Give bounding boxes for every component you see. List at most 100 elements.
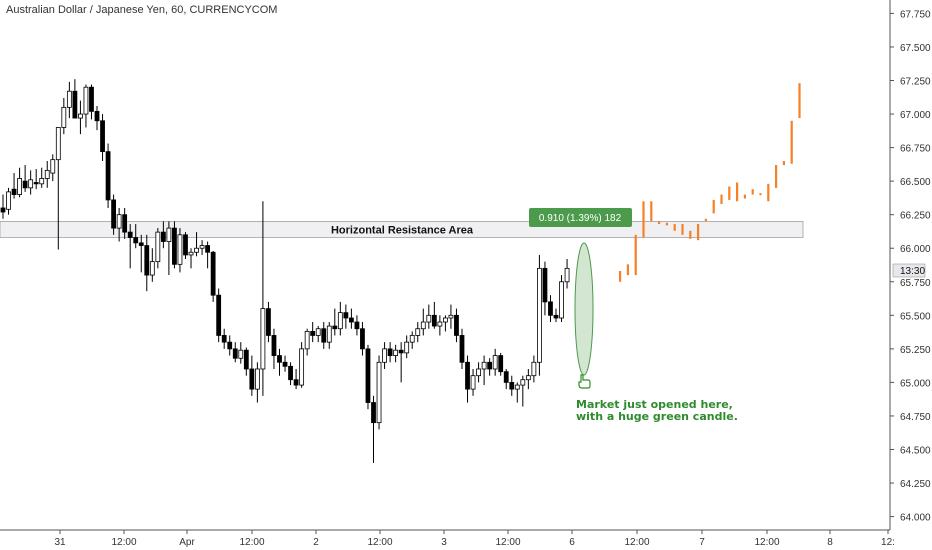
- candle: [481, 355, 487, 386]
- x-tick-label: 12:00: [624, 537, 649, 548]
- candle: [304, 328, 310, 356]
- bull-candle-body: [476, 368, 481, 377]
- bear-candle-body: [0, 207, 6, 213]
- bull-candle-body: [188, 251, 194, 256]
- bear-candle-body: [249, 368, 255, 390]
- bear-candle-body: [321, 328, 327, 343]
- y-tick-label: 66.000: [900, 244, 931, 255]
- projection-bar: [743, 194, 746, 199]
- y-tick-label: 64.750: [900, 412, 931, 423]
- candle: [100, 114, 105, 162]
- candles: [0, 79, 570, 463]
- projection-bar: [650, 201, 653, 222]
- candle: [39, 167, 45, 188]
- y-tick-label: 64.250: [900, 479, 931, 490]
- bull-candle-body: [28, 179, 34, 189]
- y-tick-label: 66.250: [900, 211, 931, 222]
- x-tick-label: 12:00: [367, 537, 392, 548]
- candle: [470, 368, 476, 396]
- x-tick-label: 12:00: [754, 537, 779, 548]
- bear-candle-body: [431, 314, 437, 327]
- bull-candle-body: [254, 368, 260, 390]
- measure-box-label: 0.910 (1.39%) 182: [539, 213, 622, 224]
- bear-candle-body: [172, 227, 177, 265]
- bull-candle-body: [393, 349, 399, 356]
- candle: [6, 187, 11, 215]
- candle: [299, 342, 305, 388]
- candle: [66, 81, 72, 119]
- bear-candle-body: [100, 120, 105, 153]
- candle: [398, 342, 404, 383]
- chart-title: Australian Dollar / Japanese Yen, 60, CU…: [6, 4, 278, 16]
- bull-candle-body: [299, 348, 305, 386]
- candle: [116, 207, 122, 242]
- bear-candle-body: [293, 379, 299, 386]
- candle: [326, 322, 332, 349]
- bear-candle-body: [465, 361, 470, 390]
- bear-candle-body: [343, 312, 349, 319]
- y-tick-label: 65.000: [900, 378, 931, 389]
- candle: [22, 165, 28, 192]
- candle: [55, 127, 61, 250]
- projection-bar: [658, 221, 661, 225]
- candle: [321, 322, 327, 349]
- candle: [332, 308, 338, 336]
- x-tick-label: 12:: [881, 537, 895, 548]
- bear-candle-body: [371, 402, 376, 424]
- projection-bar: [642, 201, 645, 238]
- bear-candle-body: [503, 371, 509, 383]
- bear-candle-body: [398, 349, 404, 354]
- bear-candle-body: [459, 335, 465, 363]
- candle: [243, 347, 249, 376]
- bear-candle-body: [288, 365, 293, 381]
- bull-candle-body: [426, 314, 432, 323]
- candle: [155, 228, 161, 269]
- candle: [277, 348, 282, 376]
- bear-candle-body: [216, 294, 222, 336]
- bear-candle-body: [227, 341, 233, 350]
- x-tick-label: 3: [441, 537, 447, 548]
- candle: [133, 224, 139, 249]
- candle: [371, 395, 376, 463]
- candle: [282, 355, 288, 372]
- candle: [498, 352, 504, 376]
- x-tick-label: Apr: [179, 537, 195, 548]
- bear-candle-body: [205, 245, 211, 253]
- y-tick-label: 67.750: [900, 9, 931, 20]
- bull-candle-body: [442, 317, 448, 323]
- candle: [382, 342, 387, 369]
- bear-candle-body: [487, 361, 493, 370]
- candle: [509, 375, 515, 396]
- x-tick-label: 12:00: [495, 537, 520, 548]
- bear-candle-body: [310, 331, 316, 336]
- bull-candle-body: [326, 325, 332, 343]
- bull-candle-body: [260, 308, 266, 370]
- candle: [564, 258, 570, 289]
- y-tick-label: 64.500: [900, 445, 931, 456]
- bear-candle-body: [332, 325, 338, 330]
- bear-candle-body: [127, 231, 133, 238]
- bull-candle-body: [531, 361, 537, 377]
- candle: [454, 308, 459, 343]
- candle: [238, 342, 244, 364]
- annotation-note: Market just opened here, with a huge gre…: [576, 399, 738, 423]
- candle: [553, 308, 559, 323]
- candle: [337, 301, 343, 336]
- y-tick-label: 66.500: [900, 177, 931, 188]
- candle: [194, 232, 199, 257]
- bear-candle-body: [105, 151, 111, 201]
- bull-candle-body: [537, 267, 542, 363]
- bear-candle-body: [498, 355, 504, 373]
- candle: [531, 355, 537, 383]
- projection-bar: [619, 271, 622, 282]
- x-tick-label: 12:00: [239, 537, 264, 548]
- candle: [221, 328, 227, 349]
- bear-candle-body: [160, 231, 166, 242]
- current-price-label: 13:30: [900, 266, 925, 277]
- bull-candle-body: [78, 113, 83, 119]
- projection-bar: [790, 120, 793, 164]
- bull-candle-body: [420, 321, 426, 330]
- bull-candle-body: [116, 214, 122, 229]
